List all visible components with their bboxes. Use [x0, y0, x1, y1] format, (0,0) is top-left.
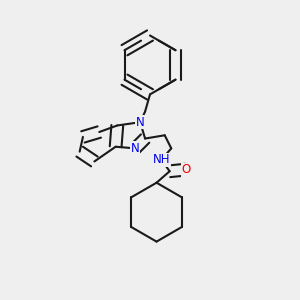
- Text: N: N: [131, 142, 140, 155]
- Text: O: O: [182, 163, 190, 176]
- Text: N: N: [136, 116, 145, 129]
- Text: NH: NH: [153, 153, 170, 166]
